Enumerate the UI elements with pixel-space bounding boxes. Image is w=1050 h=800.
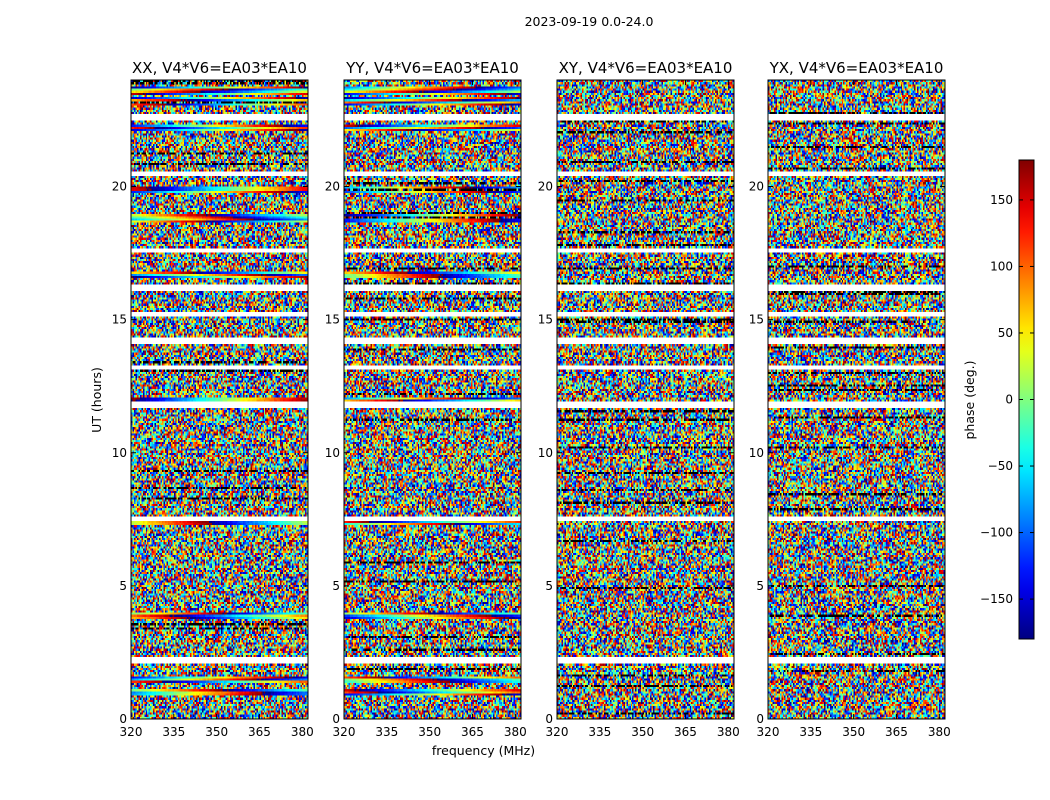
- x-tick-label: 320: [333, 725, 356, 739]
- x-tick-label: 350: [205, 725, 228, 739]
- y-axis-label: UT (hours): [89, 367, 104, 433]
- phase-heatmap: [557, 80, 734, 719]
- x-tick-label: 320: [120, 725, 143, 739]
- axes-frame: [556, 79, 735, 720]
- y-tick-label: 20: [749, 180, 764, 194]
- panel-title: XY, V4*V6=EA03*EA10: [559, 59, 733, 77]
- y-tick-label: 15: [538, 313, 553, 327]
- x-tick-label: 335: [162, 725, 185, 739]
- x-axis-label: frequency (MHz): [432, 743, 535, 758]
- phase-heatmap: [131, 80, 308, 719]
- y-tick-label: 5: [332, 579, 340, 593]
- y-tick-label: 5: [119, 579, 127, 593]
- panel-yy: YY, V4*V6=EA03*EA10 320 335 350 365 380 0 5 10 15…: [325, 59, 527, 739]
- x-tick-label: 380: [928, 725, 951, 739]
- y-tick-label: 15: [112, 313, 127, 327]
- panel-xy: XY, V4*V6=EA03*EA10 320 335 350 365 380 0 5 10 15…: [538, 59, 740, 739]
- panel-xx: XX, V4*V6=EA03*EA10 320 335 350 365 380 0 5 10 15…: [112, 59, 314, 739]
- x-tick-label: 365: [885, 725, 908, 739]
- y-tick-label: 0: [545, 712, 553, 726]
- axes-frame: [767, 79, 946, 720]
- y-tick-label: 10: [749, 446, 764, 460]
- y-tick-label: 0: [332, 712, 340, 726]
- axes-frame: [343, 79, 522, 720]
- x-tick-label: 380: [717, 725, 740, 739]
- x-tick-label: 365: [674, 725, 697, 739]
- x-tick-label: 350: [418, 725, 441, 739]
- y-tick-label: 15: [325, 313, 340, 327]
- y-tick-label: 5: [545, 579, 553, 593]
- colorbar-tick-label: −150: [980, 592, 1013, 606]
- x-tick-label: 320: [546, 725, 569, 739]
- colorbar-tick-label: 100: [990, 259, 1013, 273]
- panel-title: YX, V4*V6=EA03*EA10: [769, 59, 944, 77]
- colorbar-tick-label: 50: [998, 326, 1013, 340]
- y-tick-label: 20: [112, 180, 127, 194]
- y-tick-label: 5: [756, 579, 764, 593]
- phase-heatmap: [344, 80, 521, 719]
- figure-title: 2023-09-19 0.0-24.0: [525, 14, 654, 29]
- x-tick-label: 365: [461, 725, 484, 739]
- colorbar-tick-label: 0: [1005, 393, 1013, 407]
- colorbar-label: phase (deg.): [962, 361, 977, 440]
- panels-group: XX, V4*V6=EA03*EA10 320 335 350 365 380 0 5 10 15…: [112, 59, 951, 739]
- y-tick-label: 20: [538, 180, 553, 194]
- colorbar-tick-label: −50: [988, 459, 1013, 473]
- panel-title: YY, V4*V6=EA03*EA10: [345, 59, 519, 77]
- x-tick-label: 365: [248, 725, 271, 739]
- x-tick-label: 335: [799, 725, 822, 739]
- panel-yx: YX, V4*V6=EA03*EA10 320 335 350 365 380 0 5 10 15…: [749, 59, 951, 739]
- x-tick-label: 350: [842, 725, 865, 739]
- axes-frame: [130, 79, 309, 720]
- colorbar-tick-label: 150: [990, 193, 1013, 207]
- y-tick-label: 0: [119, 712, 127, 726]
- y-tick-label: 0: [756, 712, 764, 726]
- x-tick-label: 335: [588, 725, 611, 739]
- colorbar: 150 100 50 0 −50 −100 −150: [980, 159, 1035, 640]
- x-tick-label: 380: [504, 725, 527, 739]
- y-tick-label: 15: [749, 313, 764, 327]
- panel-title: XX, V4*V6=EA03*EA10: [132, 59, 307, 77]
- y-tick-label: 20: [325, 180, 340, 194]
- y-tick-label: 10: [325, 446, 340, 460]
- y-tick-label: 10: [538, 446, 553, 460]
- x-tick-label: 335: [375, 725, 398, 739]
- x-tick-label: 350: [631, 725, 654, 739]
- colorbar-tick-label: −100: [980, 526, 1013, 540]
- phase-heatmap: [768, 80, 945, 719]
- y-tick-label: 10: [112, 446, 127, 460]
- x-tick-label: 380: [291, 725, 314, 739]
- x-tick-label: 320: [757, 725, 780, 739]
